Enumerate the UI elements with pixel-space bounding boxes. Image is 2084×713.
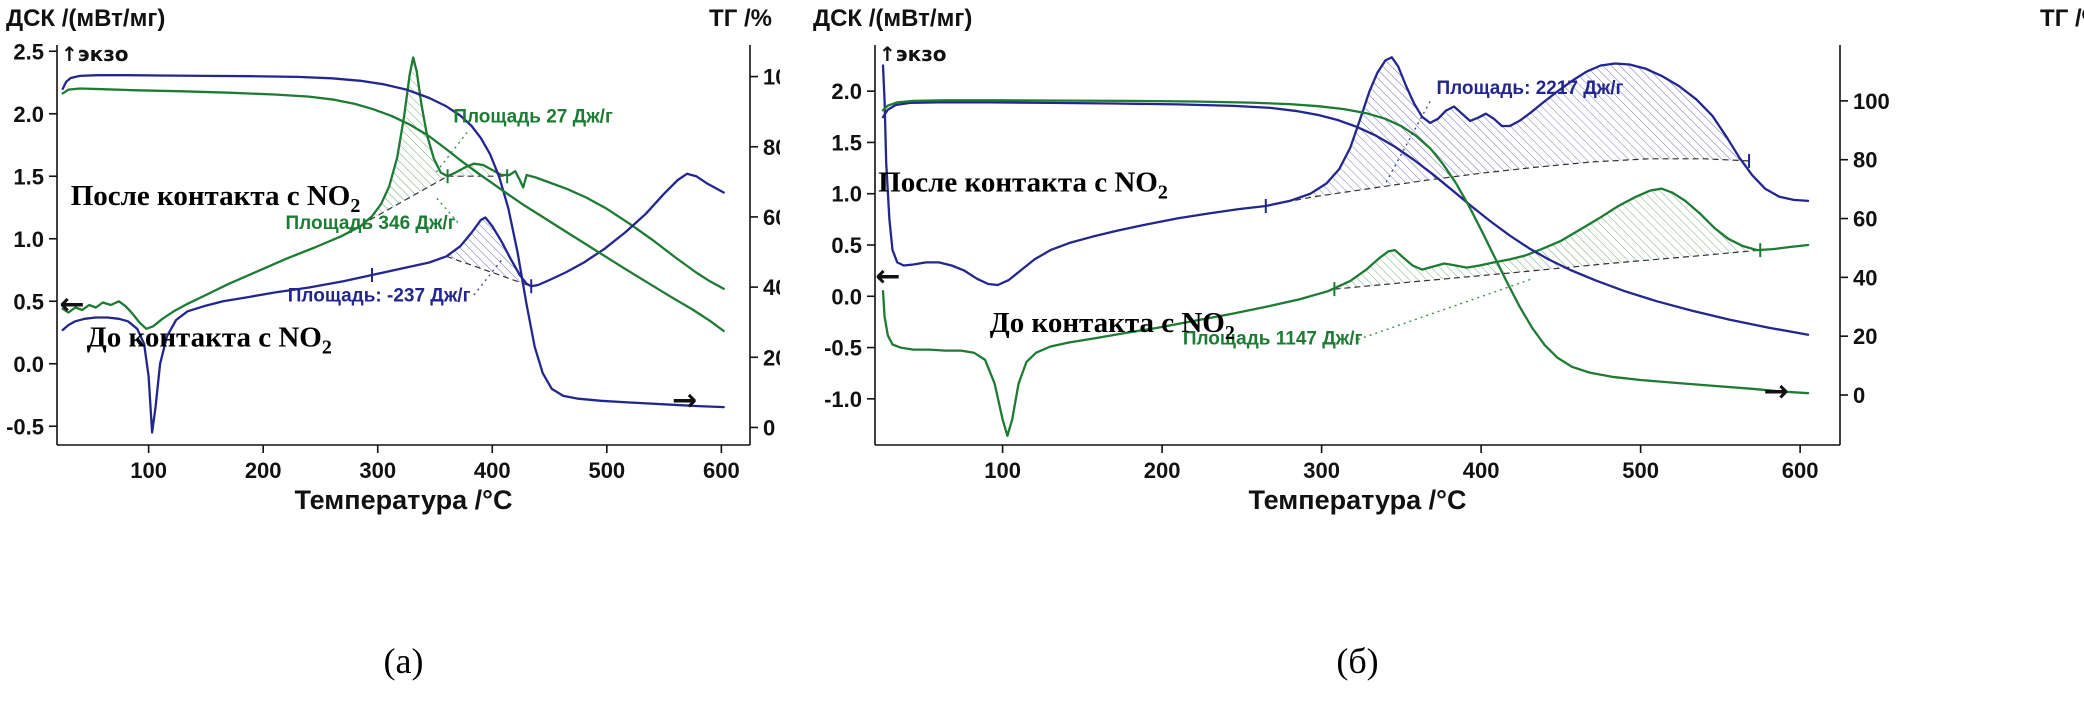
- sample-label: После контакта с NO2: [878, 167, 1168, 204]
- curve-dsc-before-left: [61, 172, 725, 434]
- x-tick-label: 200: [1144, 458, 1181, 483]
- sample-label: До контакта с NO2: [87, 321, 332, 358]
- y-tick-label: 1.5: [831, 130, 862, 155]
- x-axis-title: Температура /°C: [295, 485, 513, 515]
- tg-axis-title: ТГ /%: [709, 5, 772, 32]
- x-tick-label: 100: [130, 458, 167, 483]
- x-axis-title: Температура /°C: [1249, 485, 1467, 515]
- x-tick-label: 500: [588, 458, 625, 483]
- y-tick-label: -0.5: [6, 414, 44, 439]
- integration-baseline: [446, 255, 532, 287]
- y2-tick-label: 80: [1853, 148, 1877, 173]
- y2-tick-label: 100: [763, 65, 780, 90]
- axes: [49, 45, 758, 453]
- x-tick-label: 500: [1622, 458, 1659, 483]
- exo-direction-label: ↑экзо: [61, 42, 129, 66]
- area-annotation: Площадь 27 Дж/г: [453, 107, 613, 128]
- axes: [867, 45, 1848, 453]
- dsc-tg-panel-a: 100 200 300 400 500 600 -0.5 0.0 0.5 1.0 1.5 2.0 2.5…: [0, 0, 807, 682]
- y2-tick-label: 40: [1853, 265, 1877, 290]
- x-tick-label: 400: [474, 458, 511, 483]
- y2-tick-label: 100: [1853, 89, 1890, 114]
- y-tick-label: -0.5: [824, 336, 862, 361]
- x-tick-label: 600: [703, 458, 740, 483]
- y-tick-label: -1.0: [824, 387, 862, 412]
- y-tick-label: 2.5: [13, 39, 44, 64]
- y2-tick-label: 60: [1853, 207, 1877, 232]
- annotation-leader-line: [1358, 278, 1533, 341]
- y-tick-label: 0.0: [13, 352, 44, 377]
- curve-tg-before-right: [881, 99, 1810, 395]
- panel-caption-a: (а): [383, 641, 424, 681]
- curve-tg-after-right: [61, 87, 725, 333]
- tg-axis-title: ТГ /%: [2040, 5, 2084, 32]
- y-tick-label: 1.5: [13, 164, 44, 189]
- dsc-axis-arrow: ←: [875, 259, 900, 294]
- x-tick-label: 400: [1463, 458, 1500, 483]
- area-annotation: Площадь: 2217 Дж/г: [1436, 78, 1623, 99]
- area-annotation: Площадь 1147 Дж/г: [1183, 328, 1363, 349]
- hatched-peak-area: [1334, 188, 1761, 290]
- y-tick-label: 2.0: [831, 79, 862, 104]
- area-annotation: Площадь: -237 Дж/г: [288, 285, 471, 306]
- x-tick-label: 300: [359, 458, 396, 483]
- y2-tick-label: 20: [763, 345, 780, 370]
- x-tick-label: 300: [1303, 458, 1340, 483]
- x-tick-label: 200: [245, 458, 282, 483]
- y-tick-label: 1.0: [13, 227, 44, 252]
- x-tick-label: 100: [984, 458, 1021, 483]
- y2-tick-label: 20: [1853, 324, 1877, 349]
- curve-tg-after-right: [881, 101, 1810, 336]
- dsc-tg-panel-b: 100 200 300 400 500 600 -1.0 -0.5 0.0 0.5 1.0 1.5 2.…: [807, 0, 2084, 682]
- x-tick-label: 600: [1782, 458, 1819, 483]
- area-annotation: Площадь 346 Дж/г: [286, 213, 456, 234]
- hatched-peak-area: [1265, 57, 1750, 206]
- dsc-axis-arrow: ←: [59, 287, 84, 322]
- integration-baseline: [1334, 249, 1761, 290]
- integration-baseline: [369, 175, 448, 221]
- y2-tick-label: 60: [763, 205, 780, 230]
- sample-label: После контакта с NO2: [71, 180, 361, 217]
- hatched-peak-area: [369, 57, 448, 220]
- y2-tick-label: 80: [763, 135, 780, 160]
- y2-tick-label: 0: [1853, 383, 1865, 408]
- hatched-peak-area: [446, 217, 532, 287]
- y-tick-label: 2.0: [13, 102, 44, 127]
- hatched-peak-area: [447, 163, 508, 177]
- sample-label: До контакта с NO2: [990, 307, 1235, 344]
- dsc-axis-title: ДСК /(мВт/мг): [6, 5, 165, 32]
- annotation-leader-line: [434, 132, 468, 175]
- annotation-leader-line: [473, 258, 504, 296]
- integration-baseline: [1265, 158, 1750, 207]
- y2-tick-label: 40: [763, 275, 780, 300]
- panel-caption-b: (б): [1336, 641, 1379, 681]
- y-tick-label: 0.5: [13, 289, 44, 314]
- curve-dsc-before-left: [881, 187, 1810, 437]
- y-tick-label: 0.5: [831, 233, 862, 258]
- y-tick-label: 0.0: [831, 284, 862, 309]
- curve-dsc-after-left: [61, 56, 725, 330]
- tg-axis-arrow: →: [1764, 374, 1789, 409]
- y2-tick-label: 0: [763, 415, 775, 440]
- y-tick-label: 1.0: [831, 182, 862, 207]
- tg-axis-arrow: →: [672, 383, 697, 418]
- chart-a-canvas: 100 200 300 400 500 600-0.50.00.51.01.52.02.5…: [6, 5, 780, 515]
- figure: 100 200 300 400 500 600 -0.5 0.0 0.5 1.0 1.5 2.0 2.5…: [0, 0, 2084, 682]
- curve-dsc-after-left: [881, 56, 1810, 287]
- dsc-axis-title: ДСК /(мВт/мг): [813, 5, 972, 32]
- chart-b-canvas: 100 200 300 400 500 600-1.0-0.50.00.51.01.52.…: [813, 5, 2084, 515]
- exo-direction-label: ↑экзо: [879, 42, 947, 66]
- curve-tg-before-right: [61, 74, 725, 409]
